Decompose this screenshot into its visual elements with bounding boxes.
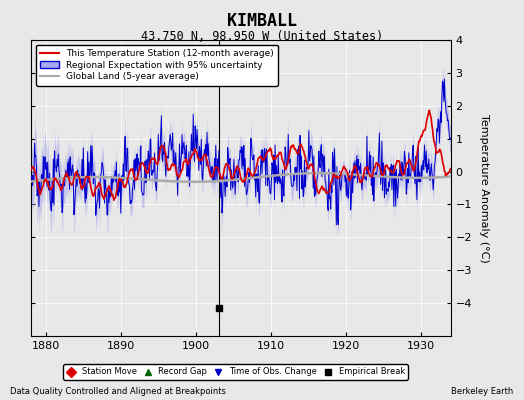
- Text: 43.750 N, 98.950 W (United States): 43.750 N, 98.950 W (United States): [141, 30, 383, 43]
- Y-axis label: Temperature Anomaly (°C): Temperature Anomaly (°C): [478, 114, 489, 262]
- Text: Berkeley Earth: Berkeley Earth: [451, 387, 514, 396]
- Text: KIMBALL: KIMBALL: [227, 12, 297, 30]
- Legend: This Temperature Station (12-month average), Regional Expectation with 95% uncer: This Temperature Station (12-month avera…: [36, 44, 278, 86]
- Legend: Station Move, Record Gap, Time of Obs. Change, Empirical Break: Station Move, Record Gap, Time of Obs. C…: [63, 364, 408, 380]
- Text: Data Quality Controlled and Aligned at Breakpoints: Data Quality Controlled and Aligned at B…: [10, 387, 226, 396]
